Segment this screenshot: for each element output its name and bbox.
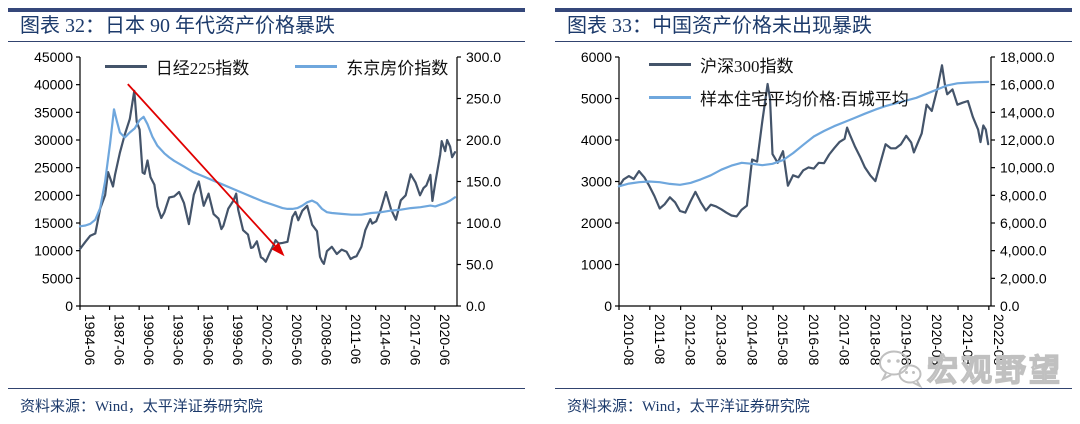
crash-arrow-head [271, 242, 285, 257]
y-left-tick-label: 5000 [42, 270, 73, 286]
chart-panel-japan: 图表 32：日本 90 年代资产价格暴跌 45000 40000 35000 3000… [8, 8, 525, 416]
x-tick-label: 2011-06 [348, 314, 364, 365]
x-tick-label: 2016-08 [806, 314, 822, 366]
legend-label: 沪深300指数 [700, 57, 794, 76]
x-tick-label: 1984-06 [82, 314, 98, 366]
y-left-tick-label: 25000 [34, 160, 73, 176]
panel-top-rule [555, 8, 1072, 12]
x-tick-label: 1996-06 [200, 314, 216, 366]
y-right-tick-label: 18,000.0 [1000, 49, 1055, 65]
y-right-tick-label: 6,000.0 [1000, 215, 1047, 231]
y-right-tick-label: 250.0 [466, 91, 501, 107]
legend-label: 样本住宅平均价格:百城平均 [700, 90, 909, 109]
y-right-tick-label: 16,000.0 [1000, 77, 1055, 93]
x-tick-label: 2012-08 [683, 314, 699, 366]
x-tick-label: 2015-08 [775, 314, 791, 366]
legend-item: 沪深300指数 [649, 52, 794, 77]
x-tick-label: 2014-08 [744, 314, 760, 366]
panel-top-rule [8, 8, 525, 12]
x-tick-label: 2014-06 [378, 314, 394, 366]
x-tick-label: 2005-06 [289, 314, 305, 366]
y-left-tick-label: 3000 [581, 174, 612, 190]
series-line-0 [78, 89, 457, 265]
x-tick-label: 2011-08 [652, 314, 668, 365]
y-left-tick-label: 0 [65, 298, 73, 314]
x-tick-label: 1993-06 [171, 314, 187, 366]
y-right-tick-label: 300.0 [466, 49, 501, 65]
legend-label: 东京房价指数 [346, 59, 449, 78]
y-right-tick-label: 14,000.0 [1000, 104, 1055, 120]
y-right-tick-label: 10,000.0 [1000, 160, 1055, 176]
y-left-tick-label: 30000 [34, 132, 73, 148]
y-right-tick-label: 50.0 [466, 257, 493, 273]
x-tick-label: 1999-06 [230, 314, 246, 366]
legend-japan: 日经225指数 东京房价指数 [68, 54, 485, 79]
x-tick-label: 1987-06 [112, 314, 128, 366]
y-left-tick-label: 20000 [34, 187, 73, 203]
chart-japan: 45000 40000 35000 30000 25000 20000 15000 10000… [8, 42, 525, 388]
y-right-tick-label: 12,000.0 [1000, 132, 1055, 148]
legend-item: 东京房价指数 [295, 54, 448, 79]
y-left-tick-label: 35000 [34, 104, 73, 120]
chart-canvas-china: 6000 5000 4000 3000 2000 1000 0 18,000.0 16,000.… [581, 49, 1055, 366]
y-right-tick-label: 2,000.0 [1000, 270, 1047, 286]
y-left-tick-label: 40000 [34, 77, 73, 93]
series-line-1 [617, 80, 990, 188]
source-note-china: 资料来源：Wind，太平洋证券研究院 [555, 388, 1072, 416]
y-right-tick-label: 150.0 [466, 174, 501, 190]
y-right-tick-label: 100.0 [466, 215, 501, 231]
y-right-tick-label: 0.0 [466, 298, 486, 314]
chart-panel-china: 图表 33：中国资产价格未出现暴跌 6000 5000 4000 3000 2000 10… [555, 8, 1072, 416]
source-note-japan: 资料来源：Wind，太平洋证券研究院 [8, 388, 525, 416]
chart-canvas-japan: 45000 40000 35000 30000 25000 20000 15000 10000… [34, 49, 501, 366]
y-left-tick-label: 45000 [34, 49, 73, 65]
x-tick-label: 2017-06 [407, 314, 423, 366]
x-tick-label: 2020-06 [437, 314, 453, 366]
y-right-tick-label: 200.0 [466, 132, 501, 148]
crash-arrow-line [127, 83, 276, 247]
legend-china: 沪深300指数样本住宅平均价格:百城平均 [649, 52, 909, 110]
x-tick-label: 2013-08 [713, 314, 729, 366]
y-left-tick-label: 15000 [34, 215, 73, 231]
legend-swatch [295, 65, 338, 68]
y-left-tick-label: 4000 [581, 132, 612, 148]
y-right-tick-label: 0.0 [1000, 298, 1020, 314]
x-tick-label: 2018-08 [868, 314, 884, 366]
y-left-tick-label: 0 [604, 298, 612, 314]
x-tick-label: 2008-06 [319, 314, 335, 366]
x-tick-label: 2022-08 [991, 314, 1007, 366]
legend-swatch [104, 65, 147, 68]
chart-china: 6000 5000 4000 3000 2000 1000 0 18,000.0 16,000.… [555, 42, 1072, 389]
y-left-tick-label: 5000 [581, 91, 612, 107]
y-right-tick-label: 4,000.0 [1000, 243, 1047, 259]
x-tick-label: 1990-06 [141, 314, 157, 366]
legend-swatch [649, 96, 691, 99]
series-line-1 [78, 108, 457, 228]
x-tick-label: 2017-08 [837, 314, 853, 366]
panel-title-china: 图表 33：中国资产价格未出现暴跌 [555, 12, 1072, 42]
panel-title-japan: 图表 32：日本 90 年代资产价格暴跌 [8, 12, 525, 42]
x-tick-label: 2021-08 [960, 314, 976, 366]
legend-label: 日经225指数 [155, 59, 250, 78]
legend-swatch [649, 63, 691, 66]
x-tick-label: 2002-06 [259, 314, 275, 366]
x-tick-label: 2019-08 [898, 314, 914, 366]
y-left-tick-label: 10000 [34, 243, 73, 259]
x-tick-label: 2020-08 [929, 314, 945, 366]
y-left-tick-label: 2000 [581, 215, 612, 231]
y-left-tick-label: 6000 [581, 49, 612, 65]
y-right-tick-label: 8,000.0 [1000, 187, 1047, 203]
y-left-tick-label: 1000 [581, 257, 612, 273]
legend-item: 样本住宅平均价格:百城平均 [649, 85, 909, 110]
legend-item: 日经225指数 [104, 54, 250, 79]
x-tick-label: 2010-08 [621, 314, 637, 366]
